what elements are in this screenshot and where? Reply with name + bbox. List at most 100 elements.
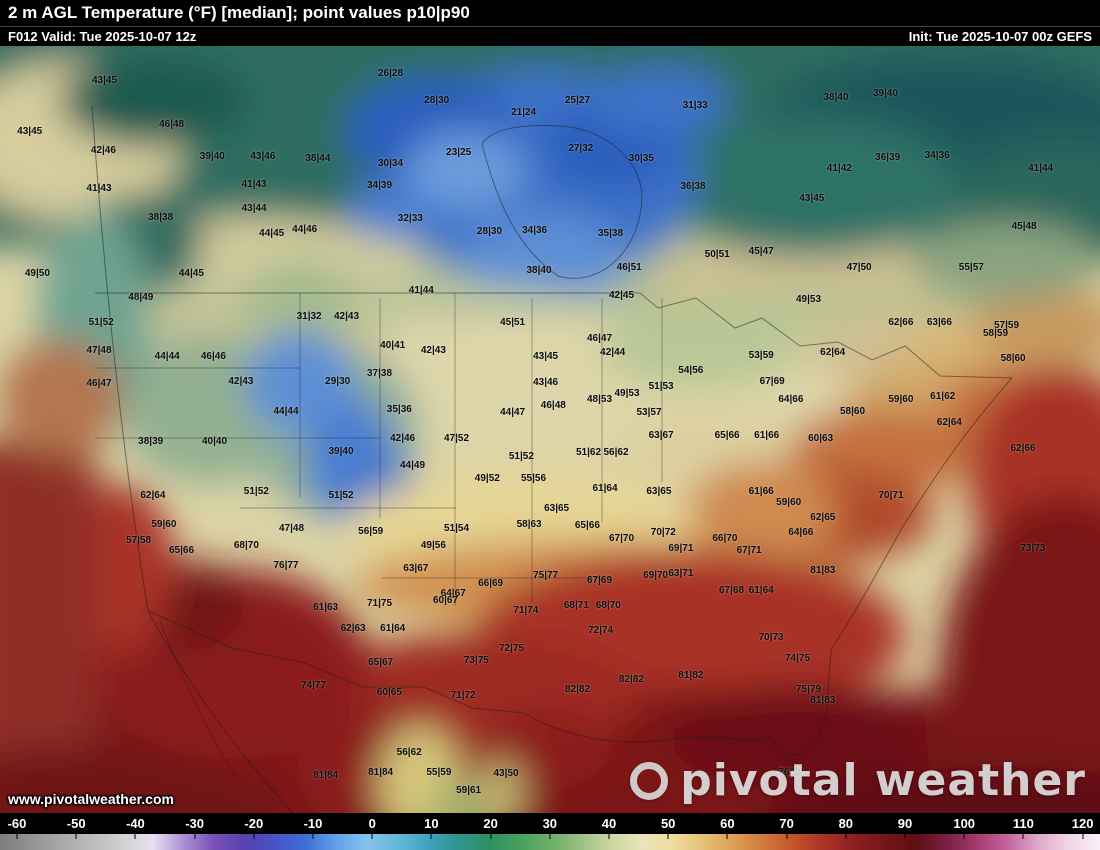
point-value-label: 41|43 bbox=[86, 182, 112, 194]
colorbar-tick-mark bbox=[134, 834, 136, 839]
point-value-label: 56|59 bbox=[358, 525, 384, 537]
point-value-label: 48|49 bbox=[128, 292, 154, 304]
point-value-label: 57|58 bbox=[126, 535, 152, 547]
point-value-label: 68|71 bbox=[563, 599, 589, 611]
point-value-label: 29|30 bbox=[325, 375, 351, 387]
point-value-label: 21|24 bbox=[511, 106, 537, 118]
point-value-label: 67|68 bbox=[718, 585, 745, 597]
point-value-label: 53|59 bbox=[748, 349, 774, 361]
point-value-label: 44|45 bbox=[178, 267, 204, 279]
point-value-label: 62|64 bbox=[820, 346, 846, 358]
point-value-label: 43|50 bbox=[493, 767, 519, 779]
point-value-label: 53|57 bbox=[636, 407, 662, 419]
point-value-label: 67|69 bbox=[759, 375, 785, 387]
point-value-label: 46|51 bbox=[616, 262, 642, 274]
point-value-label: 48|53 bbox=[586, 393, 613, 405]
point-value-label: 47|52 bbox=[443, 432, 470, 444]
brand-name: pivotal weather bbox=[680, 755, 1086, 806]
point-value-label: 51|52 bbox=[243, 485, 269, 497]
point-value-label: 39|40 bbox=[199, 151, 225, 163]
point-value-label: 65|66 bbox=[574, 520, 600, 532]
point-value-label: 60|65 bbox=[376, 687, 402, 699]
colorbar-tick-label: 0 bbox=[368, 816, 376, 831]
point-value-label: 62|63 bbox=[340, 622, 366, 634]
point-value-label: 61|63 bbox=[313, 602, 339, 614]
point-value-label: 64|66 bbox=[788, 527, 814, 539]
init-time-label: Init: Tue 2025-10-07 00z GEFS bbox=[908, 29, 1092, 44]
point-value-label: 41|42 bbox=[826, 162, 852, 174]
point-value-label: 55|59 bbox=[426, 767, 452, 779]
colorbar-tick-label: -40 bbox=[125, 816, 145, 831]
point-value-label: 43|45 bbox=[91, 75, 118, 87]
point-value-label: 44|46 bbox=[292, 224, 318, 236]
point-value-label: 70|73 bbox=[758, 632, 784, 644]
colorbar-tick-mark bbox=[75, 834, 77, 839]
point-value-label: 71|74 bbox=[513, 605, 539, 617]
point-value-label: 62|66 bbox=[888, 316, 914, 328]
title-bar: 2 m AGL Temperature (°F) [median]; point… bbox=[0, 0, 1100, 27]
point-value-label: 71|72 bbox=[450, 690, 476, 702]
point-value-label: 45|47 bbox=[748, 245, 774, 257]
point-value-label: 51|53 bbox=[648, 380, 674, 392]
colorbar-tick-label: -50 bbox=[66, 816, 86, 831]
point-value-label: 76|79 bbox=[778, 767, 804, 779]
colorbar-strip bbox=[0, 834, 1100, 850]
point-value-label: 41|44 bbox=[1028, 162, 1054, 174]
point-value-label: 72|74 bbox=[588, 625, 614, 637]
colorbar-ticks: -60 -50 -40 -30 -20 -10 0 10 20 30 40 50 60 70 80 90 100… bbox=[0, 813, 1100, 834]
point-value-label: 62|66 bbox=[1010, 443, 1036, 455]
point-value-label: 58|60 bbox=[839, 405, 866, 417]
point-value-label: 49|53 bbox=[795, 293, 822, 305]
point-value-label: 44|44 bbox=[154, 351, 180, 363]
site-watermark: www.pivotalweather.com bbox=[8, 791, 174, 807]
point-value-label: 61|64 bbox=[592, 483, 618, 495]
point-value-label: 31|33 bbox=[682, 99, 708, 111]
point-value-label: 56|62 bbox=[396, 747, 422, 759]
point-value-label: 63|67 bbox=[648, 430, 674, 442]
colorbar-tick-mark bbox=[549, 834, 551, 839]
point-value-label: 32|33 bbox=[397, 212, 423, 224]
point-value-label: 51|62 bbox=[575, 447, 602, 459]
point-value-label: 28|30 bbox=[476, 225, 503, 237]
point-value-label: 61|66 bbox=[748, 485, 774, 497]
point-value-label: 46|47 bbox=[586, 332, 613, 344]
colorbar-tick-mark bbox=[371, 834, 373, 839]
point-value-label: 42|46 bbox=[390, 432, 416, 444]
point-value-label: 81|84 bbox=[313, 770, 339, 782]
colorbar-tick-label: -20 bbox=[244, 816, 264, 831]
point-value-label: 37|38 bbox=[366, 367, 393, 379]
valid-time-label: F012 Valid: Tue 2025-10-07 12z bbox=[8, 29, 197, 44]
point-value-label: 55|57 bbox=[958, 262, 984, 274]
point-value-label: 35|38 bbox=[597, 227, 624, 239]
point-value-label: 54|56 bbox=[678, 365, 704, 377]
point-value-label: 64|67 bbox=[440, 587, 466, 599]
point-value-label: 63|65 bbox=[544, 503, 570, 515]
point-value-label: 42|46 bbox=[90, 145, 116, 157]
colorbar-tick-label: 90 bbox=[897, 816, 913, 831]
point-value-label: 72|75 bbox=[498, 642, 525, 654]
point-value-label: 59|61 bbox=[456, 784, 482, 796]
colorbar-tick-label: 100 bbox=[953, 816, 976, 831]
point-value-label: 23|25 bbox=[446, 146, 472, 158]
point-value-label: 51|52 bbox=[328, 490, 354, 502]
point-value-label: 42|43 bbox=[228, 375, 254, 387]
point-value-label: 44|44 bbox=[273, 405, 299, 417]
point-value-label: 43|44 bbox=[241, 202, 267, 214]
point-value-label: 41|44 bbox=[408, 285, 434, 297]
point-value-label: 70|72 bbox=[650, 527, 676, 539]
point-value-label: 63|71 bbox=[668, 568, 694, 580]
colorbar-tick-mark bbox=[16, 834, 18, 839]
point-value-label: 59|60 bbox=[888, 394, 914, 406]
point-value-label: 47|48 bbox=[278, 523, 305, 535]
point-value-label: 46|46 bbox=[200, 351, 226, 363]
point-value-label: 75|79 bbox=[795, 683, 822, 695]
point-value-label: 81|84 bbox=[368, 767, 394, 779]
point-value-label: 60|63 bbox=[808, 432, 834, 444]
point-value-label: 76|77 bbox=[273, 560, 299, 572]
point-value-label: 44|49 bbox=[399, 460, 426, 472]
point-value-label: 45|51 bbox=[500, 316, 526, 328]
colorbar-tick-mark bbox=[312, 834, 314, 839]
colorbar-tick-mark bbox=[253, 834, 255, 839]
point-value-label: 63|67 bbox=[403, 563, 429, 575]
point-value-label: 68|70 bbox=[595, 599, 621, 611]
